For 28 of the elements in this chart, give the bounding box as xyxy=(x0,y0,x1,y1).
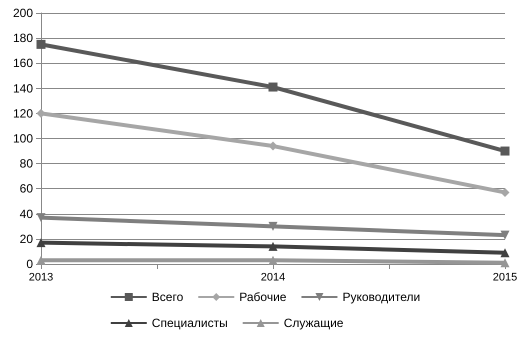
point xyxy=(268,222,278,231)
point xyxy=(500,248,510,258)
point xyxy=(500,258,510,268)
y-tick-label: 0 xyxy=(26,257,34,271)
y-tick-label: 80 xyxy=(20,156,34,171)
x-tick-label: 2014 xyxy=(260,272,286,284)
y-tick-label: 180 xyxy=(12,31,34,46)
legend-label: Специалисты xyxy=(152,316,228,330)
y-tick-label: 120 xyxy=(12,106,34,120)
point xyxy=(500,188,510,197)
point xyxy=(268,256,278,265)
y-tick-label: 20 xyxy=(20,232,34,246)
y-tick-label: 60 xyxy=(20,182,34,196)
y-tick-label: 40 xyxy=(20,206,34,221)
point xyxy=(500,230,510,240)
y-tick-label: 140 xyxy=(12,81,34,96)
legend-label: Всего xyxy=(152,290,184,304)
point xyxy=(268,82,278,92)
x-tick-label: 2013 xyxy=(28,272,54,284)
legend-label: Руководители xyxy=(342,290,420,304)
point xyxy=(500,146,510,156)
y-tick-label: 100 xyxy=(12,132,34,146)
y-tick-label: 160 xyxy=(12,56,34,70)
point xyxy=(268,242,278,251)
x-tick-label: 2015 xyxy=(492,272,518,284)
legend-label: Рабочие xyxy=(239,290,287,304)
legend-label: Служащие xyxy=(284,316,344,330)
y-tick-label: 200 xyxy=(12,6,34,20)
